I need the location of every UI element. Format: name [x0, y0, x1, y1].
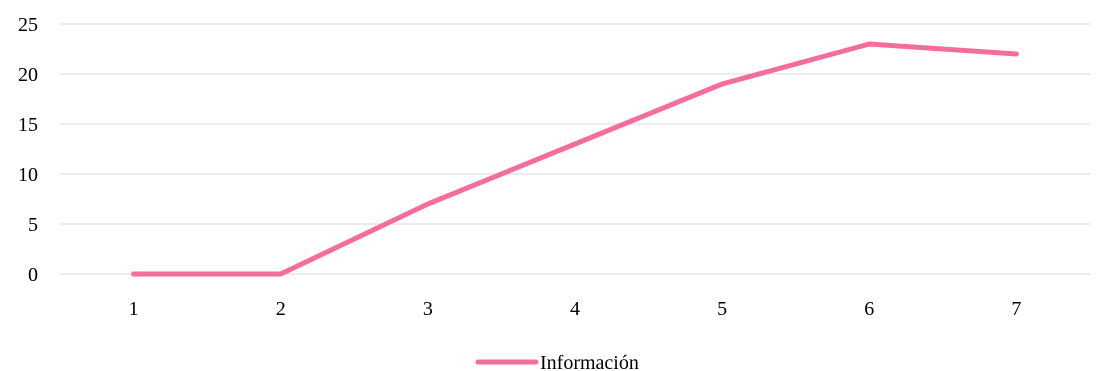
grid-lines: [60, 23, 1090, 275]
x-tick-label: 3: [423, 298, 433, 320]
y-tick-label: 10: [18, 164, 38, 186]
y-tick-label: 15: [18, 114, 38, 136]
x-tick-label: 2: [276, 298, 286, 320]
x-tick-label: 7: [1011, 298, 1021, 320]
legend-label: Información: [540, 352, 639, 371]
y-tick-label: 25: [18, 14, 38, 36]
x-tick-label: 6: [864, 298, 874, 320]
x-tick-label: 4: [570, 298, 580, 320]
series-line-0: [131, 41, 1019, 277]
y-tick-label: 5: [28, 214, 38, 236]
y-tick-label: 20: [18, 64, 38, 86]
x-tick-label: 1: [129, 298, 139, 320]
y-tick-label: 0: [28, 264, 38, 286]
y-axis-ticks: 0 5 10 15 20 25: [18, 14, 38, 286]
x-axis-ticks: 1 2 3 4 5 6 7: [129, 298, 1022, 320]
x-tick-label: 5: [717, 298, 727, 320]
legend: Información: [475, 352, 639, 371]
series-layer: [131, 41, 1019, 277]
